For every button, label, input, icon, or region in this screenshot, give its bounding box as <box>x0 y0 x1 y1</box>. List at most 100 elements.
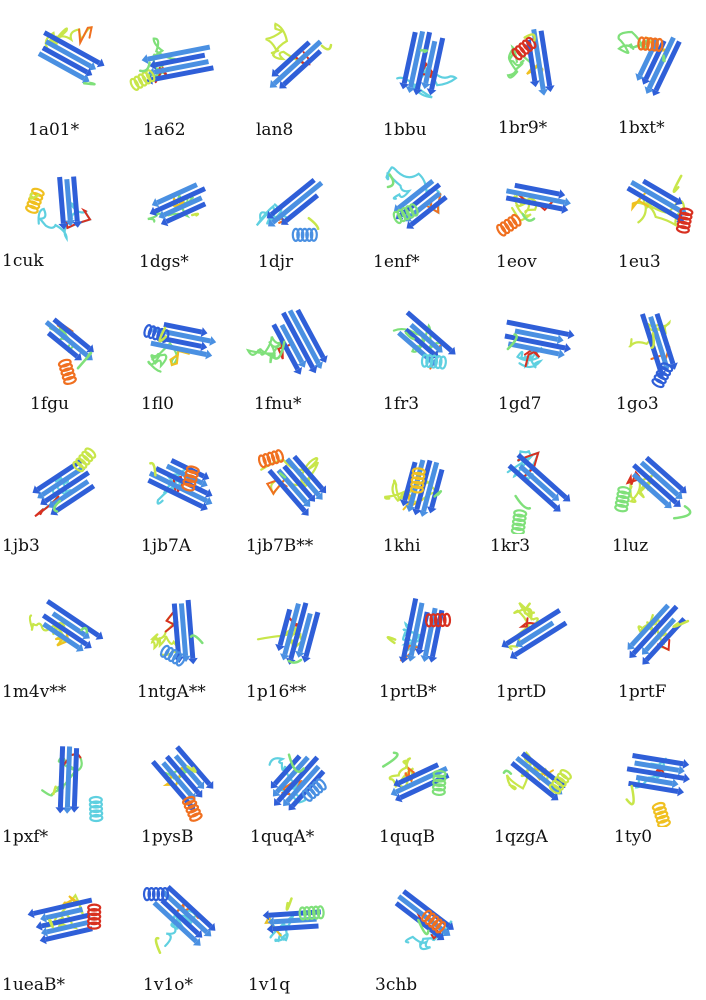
loop-segment <box>506 333 518 351</box>
beta-strand-arrowhead <box>314 361 323 369</box>
protein-ribbon-image <box>127 727 233 827</box>
loop-segment <box>269 340 286 360</box>
beta-strand-arrowhead <box>27 908 35 919</box>
protein-ribbon-svg <box>394 889 454 951</box>
beta-strand-arrowhead <box>427 655 438 663</box>
protein-ribbon-image <box>127 867 233 967</box>
protein-ribbon-image <box>367 580 473 680</box>
beta-strand-arrowhead <box>651 88 661 96</box>
protein-ribbon-svg <box>392 310 456 370</box>
protein-ribbon-svg <box>384 459 445 517</box>
loop-segment <box>82 81 96 86</box>
beta-strand <box>404 327 436 357</box>
loop-segment <box>417 918 430 936</box>
beta-strand <box>631 604 679 656</box>
loop-segment <box>672 505 692 520</box>
beta-strand-arrowhead <box>544 85 555 92</box>
beta-strand <box>631 472 669 507</box>
beta-strand-arrowhead <box>203 928 212 937</box>
beta-strand-arrowhead <box>406 220 415 229</box>
beta-strand-arrowhead <box>266 923 274 934</box>
structure-cell-1an8: lan8 <box>240 8 350 150</box>
beta-strand <box>171 603 182 658</box>
structure-label: 1jb7B** <box>246 536 314 556</box>
loop-segment <box>386 636 397 645</box>
beta-strand <box>634 760 680 773</box>
loop-segment <box>502 769 513 775</box>
beta-strand <box>507 341 560 357</box>
beta-strand <box>267 468 307 513</box>
beta-strand-arrowhead <box>209 336 217 346</box>
loop-segment <box>381 751 399 768</box>
alpha-helix <box>257 449 285 469</box>
beta-strand <box>505 195 563 212</box>
beta-strand-arrowhead <box>629 650 638 658</box>
protein-ribbon-svg <box>504 319 575 369</box>
structure-cell-1fl0: 1fl0 <box>125 290 235 432</box>
beta-strand-arrowhead <box>426 88 437 96</box>
coil-tail <box>281 779 303 796</box>
protein-ribbon-svg <box>25 176 92 243</box>
protein-ribbon-svg <box>506 449 571 534</box>
beta-strand <box>275 755 310 794</box>
structure-label: 1go3 <box>616 394 659 414</box>
beta-strand-arrowhead <box>418 509 429 517</box>
beta-strand-arrowhead <box>274 798 282 806</box>
protein-ribbon-image <box>367 867 473 967</box>
protein-ribbon-image <box>242 10 348 110</box>
beta-strand-arrowhead <box>420 655 431 662</box>
beta-strand <box>71 176 80 222</box>
beta-strand <box>422 607 438 657</box>
beta-strand <box>505 188 566 205</box>
structure-label: 1gd7 <box>498 394 542 414</box>
protein-ribbon-image <box>242 434 348 534</box>
protein-ribbon-svg <box>32 447 97 518</box>
beta-strand-arrowhead <box>283 798 291 807</box>
beta-strand-arrowhead <box>65 219 76 227</box>
beta-strand-arrowhead <box>205 781 214 789</box>
beta-strand-arrowhead <box>567 329 575 340</box>
loop-segment <box>433 490 443 498</box>
structure-cell-1luz: 1luz <box>600 432 706 574</box>
beta-strand <box>288 602 309 660</box>
structure-label: 1eu3 <box>618 252 661 272</box>
beta-strand <box>279 323 305 364</box>
beta-strand <box>173 754 203 787</box>
beta-strand-arrowhead <box>552 503 561 512</box>
structure-cell-1cuk: 1cuk <box>2 148 120 290</box>
beta-strand <box>165 201 207 224</box>
alpha-helix <box>424 612 452 628</box>
beta-strand <box>401 598 419 658</box>
structure-cell-1prtF: 1prtF <box>600 578 706 720</box>
alpha-helix <box>637 36 664 52</box>
beta-strand <box>628 780 679 794</box>
beta-strand-arrowhead <box>95 631 104 640</box>
beta-strand <box>148 470 209 504</box>
loop-segment <box>158 326 168 343</box>
beta-strand <box>284 193 320 223</box>
protein-ribbon-image <box>12 150 118 250</box>
coil-tail <box>169 349 190 367</box>
beta-strand <box>52 317 91 351</box>
structure-label: 1qzgA <box>494 827 548 847</box>
protein-ribbon-image <box>602 580 706 680</box>
protein-ribbon-image <box>482 580 588 680</box>
beta-strand <box>273 916 317 925</box>
beta-strand-arrowhead <box>641 77 651 85</box>
structure-cell-1eov: 1eov <box>480 148 590 290</box>
structure-label: 1luz <box>612 536 649 556</box>
beta-strand-arrowhead <box>562 493 571 502</box>
beta-strand-arrowhead <box>446 922 454 930</box>
beta-strand <box>54 483 96 514</box>
loop-segment <box>48 918 54 929</box>
structure-cell-1bbu: 1bbu <box>365 8 475 150</box>
structure-label: 1khi <box>383 536 421 556</box>
structure-label: 1cuk <box>2 251 44 271</box>
protein-ribbon-image <box>602 150 706 250</box>
beta-strand-arrowhead <box>671 778 679 789</box>
beta-strand-arrowhead <box>644 86 654 94</box>
beta-strand <box>51 611 87 638</box>
structure-label: lan8 <box>256 120 294 140</box>
beta-strand <box>506 319 570 337</box>
